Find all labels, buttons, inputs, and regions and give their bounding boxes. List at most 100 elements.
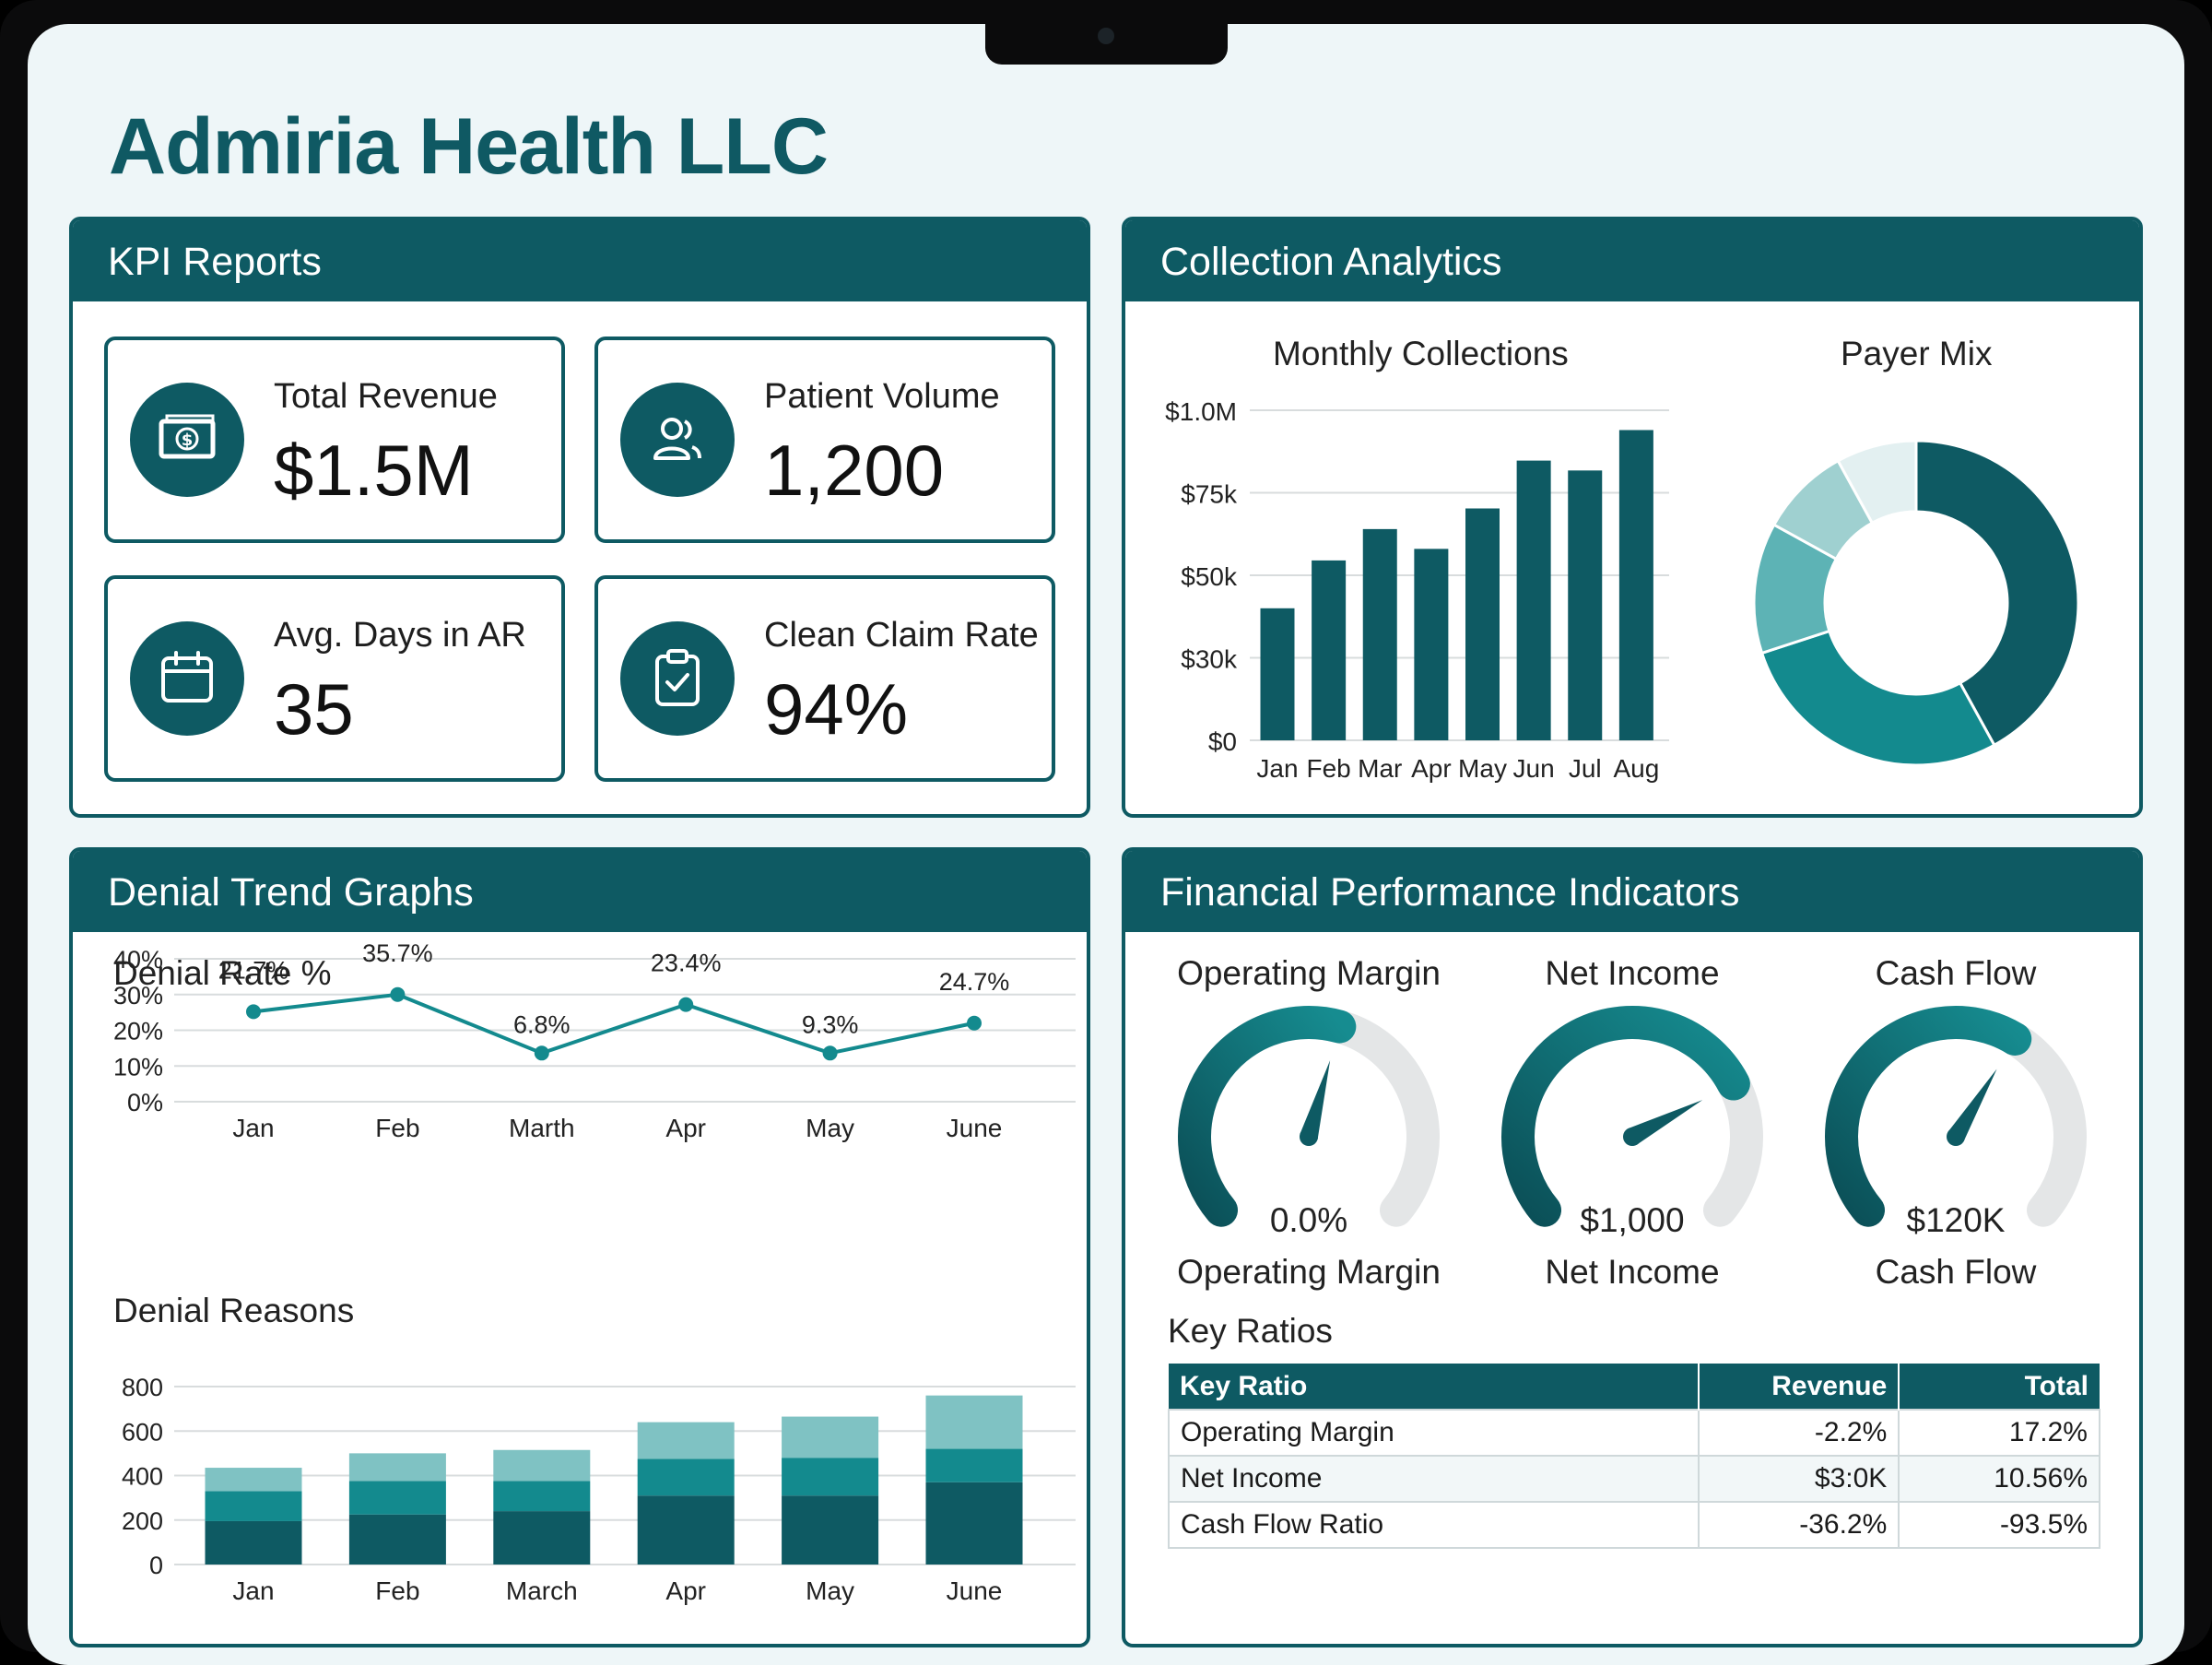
clipboard-check-icon [620,621,735,736]
x-tick-label: May [1458,754,1507,783]
x-tick-label: Jul [1569,754,1602,783]
kpi-label: Avg. Days in AR [274,616,526,655]
kpi-value: 1,200 [764,430,945,511]
x-tick-label: Feb [375,1114,419,1142]
table-cell: -93.5% [1898,1501,2100,1549]
gauge-value: 0.0% [1269,1201,1348,1239]
x-tick-label: Aug [1613,754,1659,783]
gauge-caption: Cash Flow [1875,1253,2037,1291]
stacked-bar-segment [348,1481,446,1515]
table-cell: -36.2% [1697,1501,1900,1549]
data-point [822,1045,838,1061]
stacked-bar-segment [205,1520,302,1565]
pie-slice [1836,439,1918,525]
data-label: 35.7% [362,939,433,967]
y-tick-label: $50k [1181,562,1238,591]
gauge-value: $120K [1906,1201,2006,1239]
kpi-card-patient-volume[interactable]: Patient Volume 1,200 [594,337,1055,543]
y-tick-label: 800 [122,1374,163,1401]
stacked-bar-segment [493,1481,591,1512]
table-header-cell[interactable]: Total [1899,1364,2100,1410]
bar [1312,560,1347,740]
y-tick-label: 0 [149,1552,163,1579]
data-label: 21.7% [218,956,289,984]
stacked-bar-segment [637,1422,735,1459]
table-cell: Operating Margin [1168,1409,1700,1457]
y-tick-label: $1.0M [1165,397,1237,426]
gauge-needle [1300,1060,1331,1140]
data-label: 24.7% [939,968,1010,996]
table-header-cell[interactable]: Key Ratio [1169,1364,1700,1410]
table-cell: Cash Flow Ratio [1168,1501,1700,1549]
data-point [246,1004,261,1020]
key-ratios-title: Key Ratios [1168,1312,1333,1350]
denial-panel: Denial Trend Graphs Denial Rate % Denial… [69,847,1090,1647]
bar [1414,549,1449,740]
collection-panel-header: Collection Analytics [1125,220,2139,301]
key-ratios-table: Key Ratio Revenue Total Operating Margin… [1168,1364,2100,1549]
data-label: 9.3% [802,1010,859,1038]
data-point [678,997,694,1012]
stacked-bar-segment [493,1449,591,1482]
stacked-bar-segment [925,1482,1023,1565]
bar [1362,528,1397,740]
collection-panel: Collection Analytics Monthly Collections… [1122,217,2143,818]
financial-panel: Financial Performance Indicators Operati… [1122,847,2143,1647]
y-tick-label: 10% [113,1053,163,1080]
gauge-hub [1623,1128,1641,1146]
gauge-hub [1947,1128,1965,1146]
camera-icon [1098,28,1114,44]
bar [1568,470,1603,740]
page-title: Admiria Health LLC [109,102,829,191]
x-tick-label: May [806,1576,854,1605]
x-tick-label: Apr [665,1576,706,1605]
kpi-card-clean-claim-rate[interactable]: Clean Claim Rate 94% [594,575,1055,782]
gauge-fill [1501,1006,1750,1227]
y-tick-label: 0% [127,1089,163,1116]
x-tick-label: Marth [509,1114,575,1142]
table-header-cell[interactable]: Revenue [1698,1364,1900,1410]
y-tick-label: $0 [1208,727,1237,756]
kpi-card-total-revenue[interactable]: $ Total Revenue $1.5M [104,337,565,543]
y-tick-label: 20% [113,1018,163,1045]
kpi-card-days-in-ar[interactable]: Avg. Days in AR 35 [104,575,565,782]
table-row[interactable]: Operating Margin -2.2% 17.2% [1168,1409,2100,1457]
table-row[interactable]: Cash Flow Ratio -36.2% -93.5% [1168,1501,2100,1549]
stacked-bar-segment [782,1458,879,1496]
data-point [534,1045,549,1061]
y-tick-label: 40% [113,946,163,974]
bar [1465,508,1500,740]
data-label: 6.8% [513,1010,571,1038]
x-tick-label: June [947,1576,1003,1605]
gauge-value: $1,000 [1580,1201,1685,1239]
stacked-bar-segment [925,1448,1023,1482]
stacked-bar-segment [348,1453,446,1482]
gauge-caption: Operating Margin [1177,1253,1441,1291]
stacked-bar-segment [925,1395,1023,1449]
stacked-bar-segment [205,1468,302,1492]
pie-slice [1914,439,2080,748]
denial-charts: 0% 10% 20% 30% 40% 21.7% Jan 35.7% Feb 6.8% Marth 2… [113,939,1076,1605]
kpi-value: $1.5M [274,430,474,511]
gauges [1178,1006,2087,1227]
gauge-title: Operating Margin [1177,954,1441,992]
kpi-panel: KPI Reports $ Total Revenue $1.5M [69,217,1090,818]
x-tick-label: Apr [665,1114,706,1142]
stacked-bar-segment [782,1495,879,1565]
svg-text:$: $ [182,431,194,450]
x-tick-label: Apr [1411,754,1452,783]
gauge-needle [1947,1069,1997,1142]
x-tick-label: June [947,1114,1003,1142]
table-cell: 17.2% [1898,1409,2100,1457]
table-row[interactable]: Net Income $3:0K 10.56% [1168,1455,2100,1503]
x-tick-label: Jan [232,1114,274,1142]
financial-panel-header: Financial Performance Indicators [1125,851,2139,932]
pie-slice [1759,629,1996,767]
gauge-caption: Net Income [1545,1253,1720,1291]
stacked-bar-segment [493,1511,591,1565]
gauge-title: Net Income [1545,954,1720,992]
kpi-value: 94% [764,668,909,750]
y-tick-label: 200 [122,1507,163,1535]
table-cell: 10.56% [1898,1455,2100,1503]
denial-reasons-title: Denial Reasons [113,1292,355,1329]
